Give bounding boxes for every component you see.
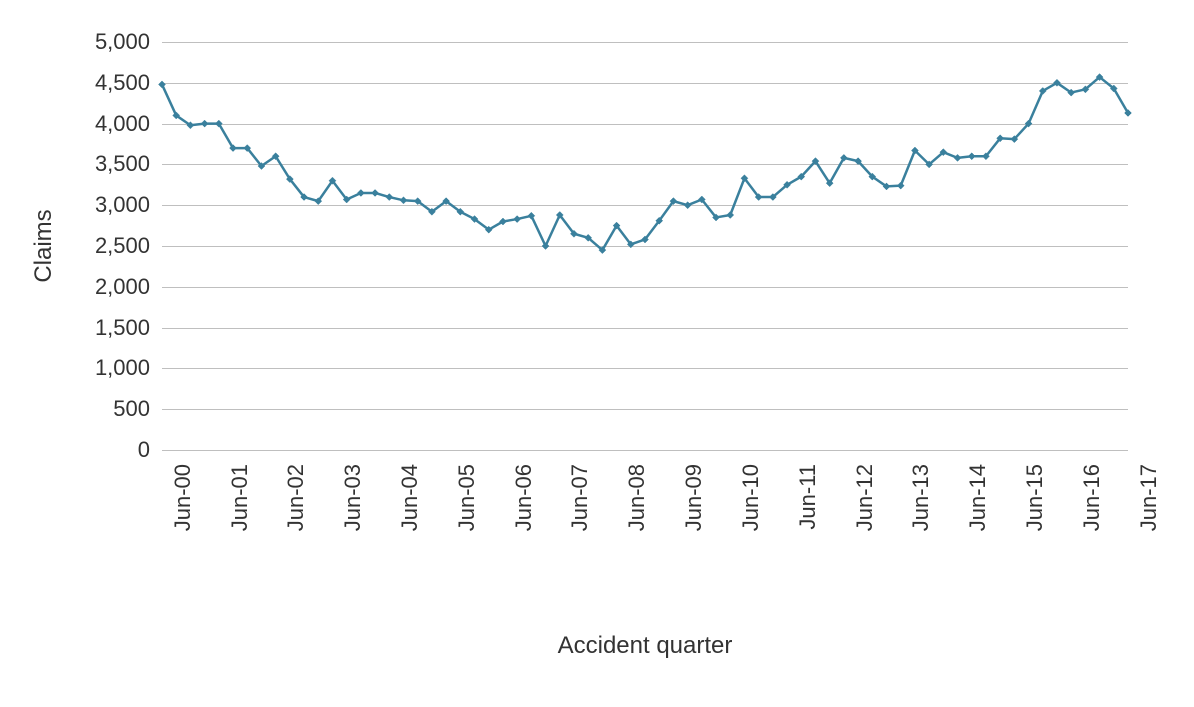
data-marker	[684, 202, 691, 209]
data-marker	[968, 153, 975, 160]
data-marker	[386, 194, 393, 201]
data-marker	[897, 182, 904, 189]
line-layer	[0, 0, 1194, 707]
data-marker	[400, 197, 407, 204]
data-marker	[514, 216, 521, 223]
data-marker	[954, 154, 961, 161]
claims-series-line	[162, 77, 1128, 250]
data-marker	[727, 211, 734, 218]
claims-line-chart: Claims Accident quarter 05001,0001,5002,…	[0, 0, 1194, 707]
data-marker	[372, 189, 379, 196]
data-marker	[201, 120, 208, 127]
